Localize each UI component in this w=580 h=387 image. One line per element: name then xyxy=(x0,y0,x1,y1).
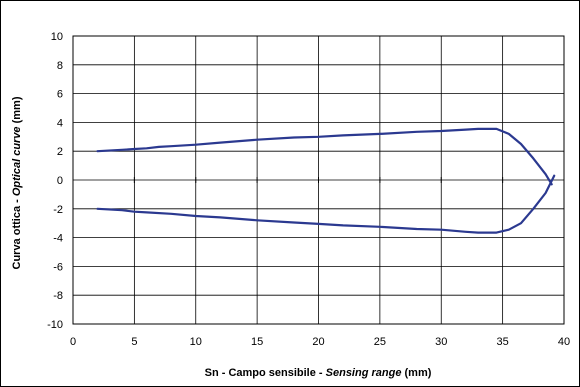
y-tick-label: 0 xyxy=(57,175,63,187)
y-tick-label: -6 xyxy=(53,261,63,273)
y-tick-label: 2 xyxy=(57,146,63,158)
y-tick-label: 4 xyxy=(57,117,63,129)
y-axis-label: Curva ottica - Optical curve (mm) xyxy=(11,96,23,269)
series-line-2 xyxy=(96,174,556,234)
x-tick-label: 30 xyxy=(435,336,447,348)
grid xyxy=(72,35,565,325)
y-tick-label: 8 xyxy=(57,60,63,72)
x-tick-label: 10 xyxy=(190,336,202,348)
y-tick-labels: -10 -8 -6 -4 -2 0 2 4 6 8 10 xyxy=(47,31,63,331)
x-tick-label: 0 xyxy=(70,336,76,348)
x-tick-label: 5 xyxy=(131,336,137,348)
series-layer xyxy=(96,127,556,234)
y-tick-label: 6 xyxy=(57,89,63,101)
x-axis-label: Sn - Campo sensibile - Sensing range (mm… xyxy=(205,367,432,379)
y-tick-label: -2 xyxy=(53,204,63,216)
y-tick-label: 10 xyxy=(51,31,63,43)
x-tick-label: 15 xyxy=(251,336,263,348)
y-tick-label: -4 xyxy=(53,233,63,245)
y-axis-label-italic: Optical curve xyxy=(11,126,23,196)
x-axis-label-italic: Sensing range xyxy=(326,367,402,379)
x-tick-label: 40 xyxy=(558,336,570,348)
y-axis-label-unit: (mm) xyxy=(11,96,23,123)
y-tick-label: -10 xyxy=(47,319,63,331)
x-tick-labels: 0 5 10 15 20 25 30 35 40 xyxy=(70,336,570,348)
x-axis-label-unit: (mm) xyxy=(401,367,431,379)
x-tick-label: 25 xyxy=(374,336,386,348)
x-tick-label: 35 xyxy=(497,336,509,348)
series-line-1 xyxy=(96,127,553,186)
y-axis-label-plain: Curva ottica - xyxy=(11,196,23,269)
x-tick-label: 20 xyxy=(312,336,324,348)
y-tick-label: -8 xyxy=(53,290,63,302)
x-axis-label-plain: Sn - Campo sensibile - xyxy=(205,367,326,379)
